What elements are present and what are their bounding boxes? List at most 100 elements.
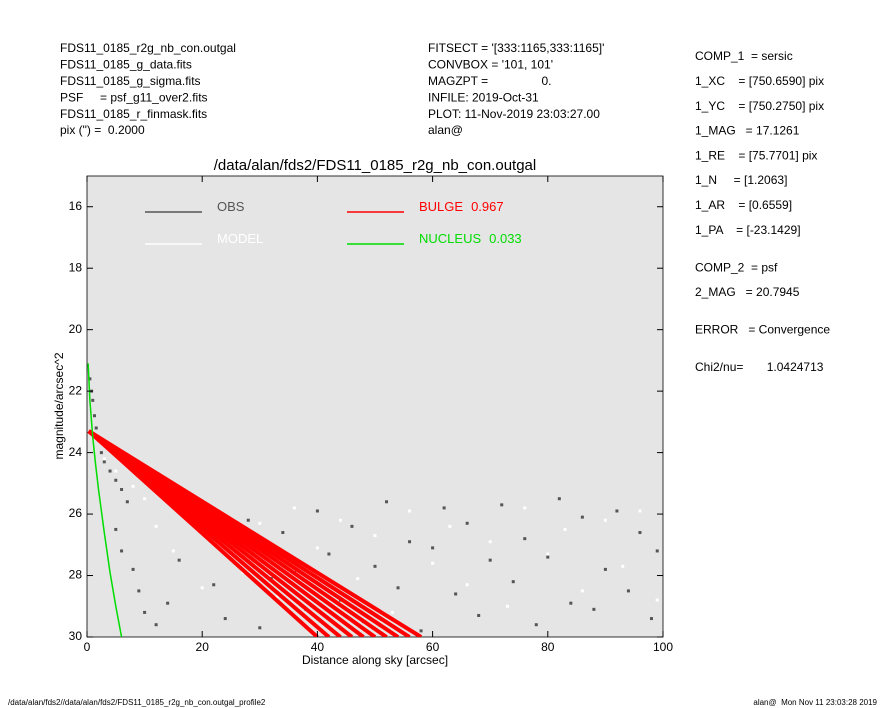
legend-name: MODEL <box>217 231 263 246</box>
y-tick-label: 30 <box>69 629 83 643</box>
header-middle-line: MAGZPT = 0. <box>428 74 551 88</box>
data-point <box>258 626 262 630</box>
y-tick-label: 26 <box>69 506 83 520</box>
header-left-line: pix (") = 0.2000 <box>60 123 145 137</box>
fit-parameter: 1_RE = [75.7701] pix <box>695 148 817 162</box>
y-tick-label: 24 <box>69 445 83 459</box>
x-tick-label: 40 <box>311 640 325 654</box>
data-point <box>448 524 452 528</box>
data-point <box>592 607 596 611</box>
data-point <box>603 567 607 571</box>
data-point <box>396 586 400 590</box>
x-tick-label: 0 <box>84 640 91 654</box>
y-tick-label: 20 <box>69 322 83 336</box>
data-point <box>638 509 642 513</box>
data-point <box>102 457 106 461</box>
data-point <box>92 414 96 418</box>
y-tick-label: 28 <box>69 568 83 582</box>
data-point <box>419 629 423 633</box>
data-point <box>102 460 106 464</box>
data-point <box>615 509 619 513</box>
data-point <box>125 500 129 504</box>
data-point <box>569 601 573 605</box>
header-left-line: PSF = psf_g11_over2.fits <box>60 90 208 104</box>
data-point <box>114 527 118 531</box>
data-point <box>557 497 561 501</box>
data-point <box>108 469 112 473</box>
fit-parameter: 2_MAG = 20.7945 <box>695 285 800 299</box>
data-point <box>546 552 550 556</box>
data-point <box>477 613 481 617</box>
y-tick-label: 18 <box>69 260 83 274</box>
data-point <box>338 518 342 522</box>
legend-label: NUCLEUS 0.033 <box>419 231 522 246</box>
data-point <box>315 546 319 550</box>
legend-name: BULGE <box>419 199 463 214</box>
header-middle-line: CONVBOX = '101, 101' <box>428 58 553 72</box>
data-point <box>465 521 469 525</box>
data-point <box>275 595 279 599</box>
legend-label: BULGE 0.967 <box>419 199 504 214</box>
fit-parameter: COMP_1 = sersic <box>695 49 793 63</box>
header-left-line: FDS11_0185_r_finmask.fits <box>60 107 207 121</box>
data-point <box>373 564 377 568</box>
footer-left: /data/alan/fds2//data/alan/fds2/FDS11_01… <box>8 698 266 707</box>
header-middle-line: PLOT: 11-Nov-2019 23:03:27.00 <box>428 107 600 121</box>
axes: 0 20 40 60 80 100 16 18 20 22 24 26 28 30 OBS MODEL BULG… <box>69 176 673 654</box>
data-point <box>431 561 435 565</box>
data-point <box>131 567 135 571</box>
data-point <box>94 426 98 430</box>
header-left-line: FDS11_0185_g_data.fits <box>60 58 192 72</box>
plot-content <box>87 363 659 637</box>
header-left-line: FDS11_0185_g_sigma.fits <box>60 74 201 88</box>
header-middle-line: FITSECT = '[333:1165,333:1165]' <box>428 41 604 55</box>
data-point <box>655 549 659 553</box>
fit-parameter: ERROR = Convergence <box>695 323 830 337</box>
data-point <box>603 518 607 522</box>
data-point <box>454 592 458 596</box>
data-point <box>200 586 204 590</box>
data-point <box>171 549 175 553</box>
data-point <box>258 521 262 525</box>
data-point <box>154 623 158 627</box>
data-point <box>546 555 550 559</box>
y-axis-label: magnitude/arcsec^2 <box>52 352 66 459</box>
data-point <box>315 509 319 513</box>
data-point <box>390 610 394 614</box>
legend-name: OBS <box>217 199 245 214</box>
fit-parameter: 1_XC = [750.6590] pix <box>695 74 824 88</box>
y-tick-label: 22 <box>69 383 83 397</box>
data-point <box>511 580 515 584</box>
fit-parameter: 1_AR = [0.6559] <box>695 198 792 212</box>
data-point <box>143 610 147 614</box>
data-point <box>580 589 584 593</box>
data-point <box>281 531 285 535</box>
header-middle-line: INFILE: 2019-Oct-31 <box>428 90 539 104</box>
x-tick-label: 20 <box>196 640 210 654</box>
x-axis-label: Distance along sky [arcsec] <box>302 653 448 667</box>
data-point <box>91 398 95 402</box>
data-point <box>465 583 469 587</box>
data-point <box>655 598 659 602</box>
data-point <box>120 549 124 553</box>
y-tick-label: 16 <box>69 199 83 213</box>
data-point <box>137 589 141 593</box>
data-point <box>408 540 412 544</box>
profile-line <box>87 363 123 637</box>
data-point <box>408 509 412 513</box>
legend-name: NUCLEUS <box>419 231 481 246</box>
data-point <box>523 506 527 510</box>
data-point <box>626 589 630 593</box>
data-point <box>177 558 181 562</box>
legend-label: OBS <box>217 199 245 214</box>
data-point <box>154 524 158 528</box>
data-point <box>143 497 147 501</box>
data-point <box>563 527 567 531</box>
data-point <box>88 377 92 381</box>
fit-parameter: 1_PA = [-23.1429] <box>695 223 801 237</box>
fit-parameter: 1_MAG = 17.1261 <box>695 124 800 138</box>
data-point <box>649 617 653 621</box>
legend-fraction: 0.033 <box>489 231 522 246</box>
data-point <box>488 540 492 544</box>
